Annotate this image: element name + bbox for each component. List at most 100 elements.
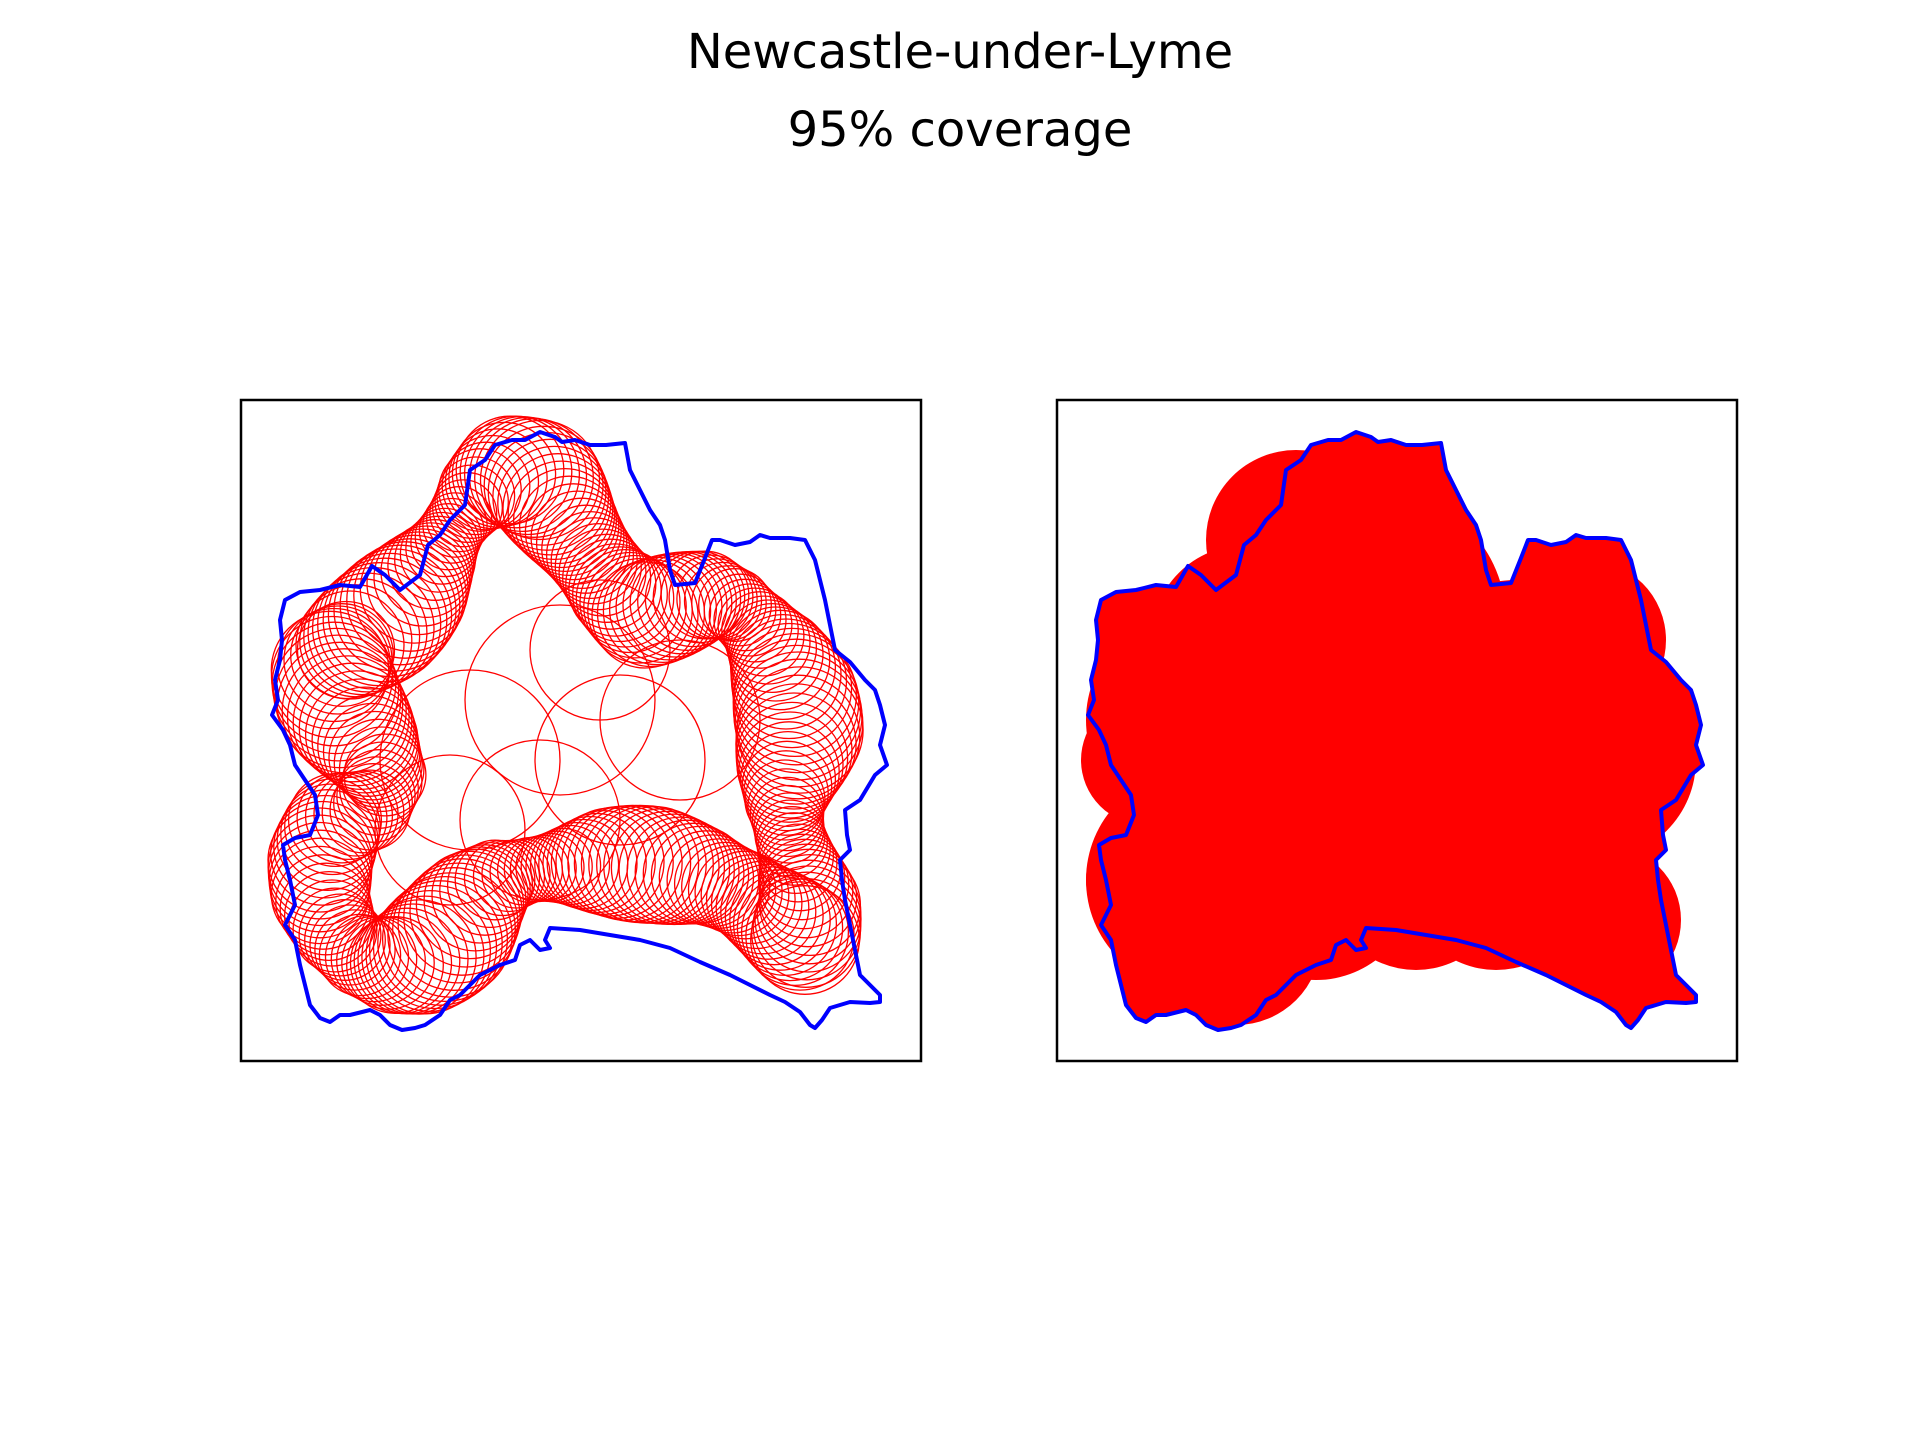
coverage-circle — [422, 492, 488, 558]
coverage-circle — [721, 591, 799, 669]
coverage-circle — [311, 686, 419, 794]
coverage-circle — [270, 800, 375, 906]
coverage-circle — [392, 867, 516, 991]
coverage-circle — [296, 600, 396, 700]
coverage-circle — [275, 854, 371, 950]
coverage-circle — [497, 445, 612, 561]
coverage-circle — [728, 606, 824, 702]
coverage-circle — [474, 418, 594, 538]
coverage-circle — [736, 666, 864, 794]
coverage-circle — [542, 815, 638, 912]
coverage-circle — [279, 862, 373, 956]
coverage-circle — [374, 754, 526, 906]
coverage-circle — [304, 678, 417, 791]
coverage-circle — [333, 763, 413, 843]
coverage-circle — [729, 869, 831, 971]
coverage-circle — [743, 750, 829, 836]
coverage-circle — [322, 702, 421, 801]
coverage-circle — [439, 844, 531, 936]
coverage-circle — [343, 733, 427, 817]
coverage-circle — [463, 415, 581, 533]
coverage-circle — [359, 534, 469, 644]
coverage-circle — [739, 730, 837, 828]
coverage-circle — [276, 789, 379, 891]
coverage-circle — [438, 448, 522, 532]
coverage-circle — [735, 701, 849, 815]
coverage-circle — [317, 694, 420, 797]
left-panel-frame — [239, 398, 923, 1063]
coverage-circle — [538, 818, 629, 910]
district-boundary-right — [1086, 430, 1705, 1032]
right-panel-frame — [1055, 398, 1739, 1063]
figure-subtitle: 95% coverage — [787, 102, 1133, 158]
district-boundary-left — [270, 430, 889, 1032]
coverage-circle — [524, 483, 622, 581]
coverage-circle — [436, 456, 516, 536]
coverage-circle — [415, 850, 525, 960]
coverage-circle — [432, 472, 503, 543]
coverage-circle — [602, 556, 712, 666]
coverage-circle — [735, 692, 853, 810]
coverage-circle — [292, 662, 413, 783]
coverage-circle — [749, 776, 825, 852]
coverage-circle — [694, 847, 783, 937]
coverage-circle — [381, 875, 509, 1003]
coverage-circle — [338, 726, 425, 813]
coverage-circle — [752, 871, 862, 981]
coverage-circle — [732, 644, 862, 774]
coverage-circle — [283, 870, 375, 962]
coverage-circle — [558, 528, 647, 617]
coverage-circle — [565, 538, 657, 630]
coverage-circle — [599, 639, 761, 801]
coverage-circle — [290, 603, 394, 707]
coverage-circle — [731, 627, 853, 749]
coverage-circle — [454, 839, 536, 921]
coverage-circle — [515, 832, 585, 903]
coverage-circle — [286, 655, 410, 779]
coverage-circle — [730, 618, 842, 730]
coverage-circle — [610, 810, 726, 926]
coverage-circle — [658, 830, 755, 926]
coverage-circle — [288, 879, 376, 967]
coverage-circle — [555, 807, 665, 917]
coverage-circle — [534, 821, 620, 908]
coverage-circle — [353, 907, 461, 1015]
coverage-circles-filled — [1081, 432, 1703, 1030]
coverage-circle — [723, 595, 805, 677]
coverage-circle — [520, 830, 593, 903]
coverage-circle — [270, 610, 390, 730]
coverage-circle — [666, 834, 760, 928]
coverage-circle — [502, 453, 614, 565]
coverage-circle — [459, 415, 573, 529]
coverage-circle — [741, 740, 833, 832]
coverage-circle — [429, 479, 498, 548]
coverage-circle — [729, 613, 837, 721]
coverage-circle — [339, 749, 419, 829]
coverage-circle — [409, 854, 523, 968]
coverage-circle — [525, 827, 602, 904]
coverage-circle — [673, 838, 765, 929]
coverage-circle — [464, 604, 656, 796]
coverage-circle — [573, 804, 692, 923]
coverage-circle — [387, 872, 513, 998]
coverage-circle — [339, 544, 461, 666]
coverage-circle — [546, 812, 647, 914]
right-panel — [1055, 398, 1739, 1063]
coverage-circle — [298, 893, 382, 977]
coverage-circles-outline — [267, 415, 864, 1015]
coverage-circle — [757, 812, 831, 886]
coverage-circle — [725, 599, 811, 685]
coverage-circle — [529, 824, 611, 906]
coverage-circle — [579, 551, 681, 654]
left-panel — [239, 398, 923, 1063]
coverage-circle — [283, 605, 393, 715]
coverage-circle — [309, 904, 391, 986]
coverage-circle — [750, 885, 860, 995]
coverage-circle — [747, 768, 825, 846]
coverage-circle — [732, 871, 838, 977]
figure-title: Newcastle-under-Lyme — [686, 24, 1234, 80]
coverage-circle — [446, 841, 534, 929]
coverage-circle — [314, 909, 396, 991]
coverage-circle — [744, 759, 826, 841]
